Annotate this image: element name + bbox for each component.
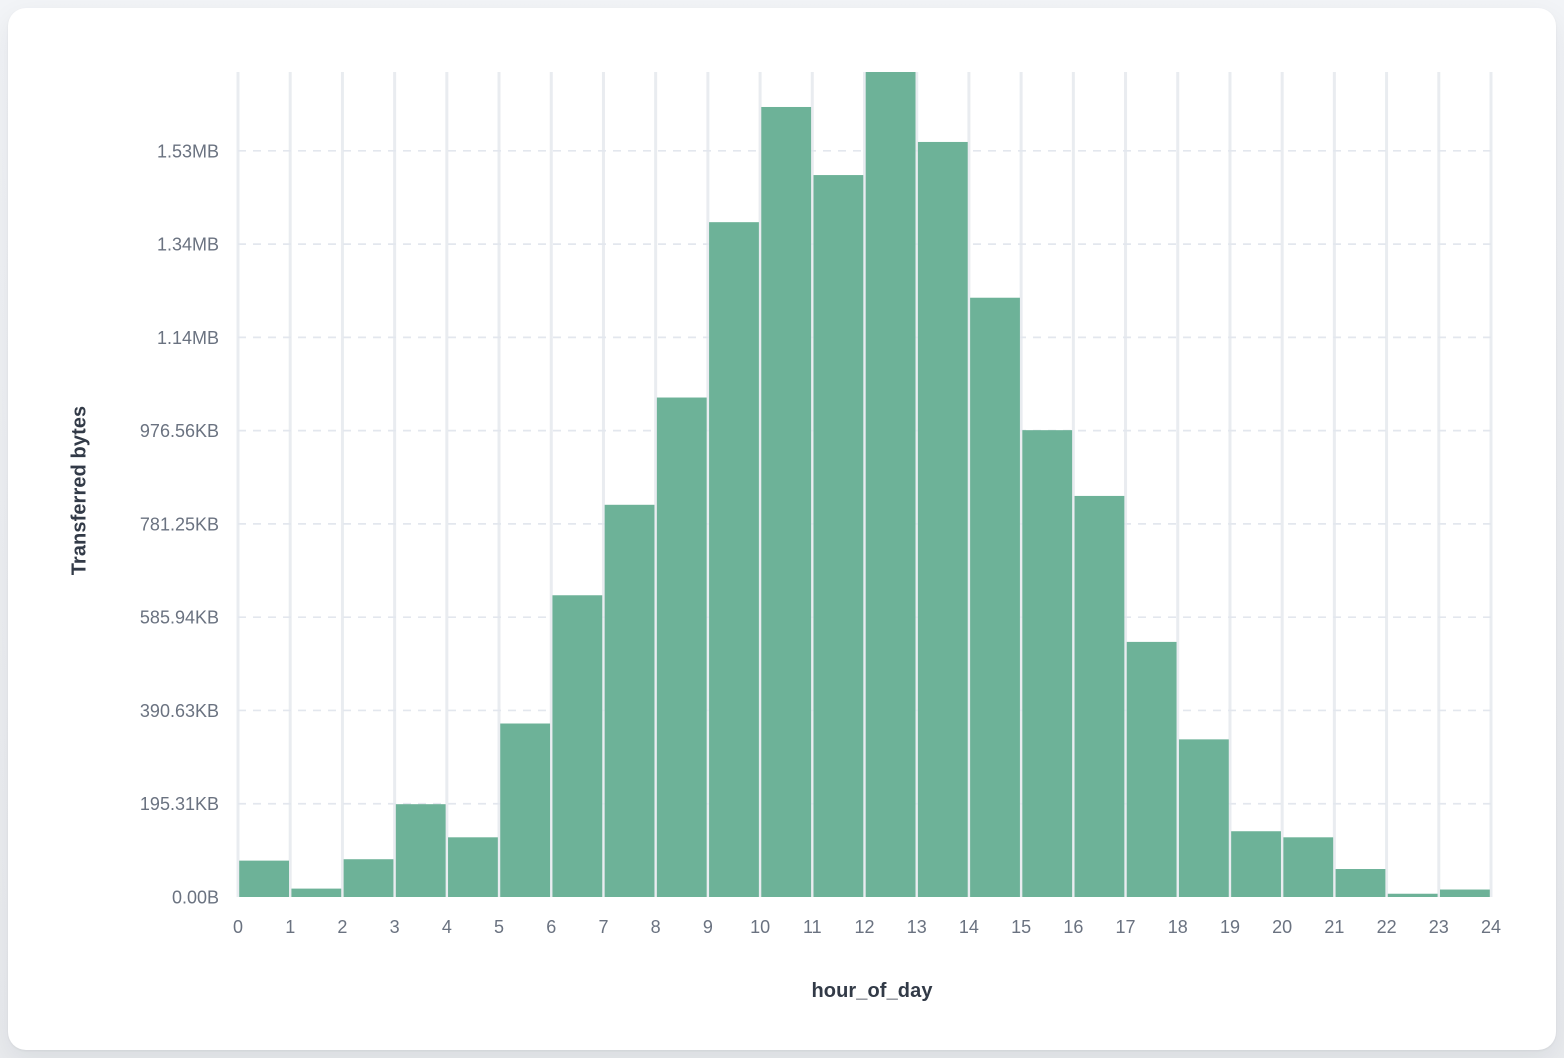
x-tick-label: 20 xyxy=(1272,917,1292,937)
x-tick-label: 1 xyxy=(285,917,295,937)
y-tick-label: 1.34MB xyxy=(157,235,219,255)
bar-hour-16[interactable] xyxy=(1074,495,1125,897)
bar-hour-2[interactable] xyxy=(343,859,394,897)
x-tick-label: 0 xyxy=(233,917,243,937)
x-axis-title: hour_of_day xyxy=(811,980,933,1002)
x-tick-label: 2 xyxy=(337,917,347,937)
x-tick-label: 10 xyxy=(750,917,770,937)
x-tick-label: 23 xyxy=(1429,917,1449,937)
bar-hour-11[interactable] xyxy=(813,175,864,897)
bar-hour-9[interactable] xyxy=(709,222,759,898)
bar-hour-23[interactable] xyxy=(1439,889,1490,897)
bar-hour-1[interactable] xyxy=(291,888,342,897)
x-tick-label: 9 xyxy=(703,917,713,937)
bar-hour-6[interactable] xyxy=(552,595,603,897)
y-tick-label: 1.14MB xyxy=(157,328,219,348)
y-tick-label: 781.25KB xyxy=(140,514,219,534)
x-tick-label: 8 xyxy=(651,917,661,937)
bar-hour-7[interactable] xyxy=(604,504,655,897)
x-tick-label: 14 xyxy=(959,917,979,937)
bar-hour-18[interactable] xyxy=(1178,739,1229,897)
y-tick-label: 585.94KB xyxy=(140,608,219,628)
bar-hour-13[interactable] xyxy=(917,141,968,897)
bar-hour-21[interactable] xyxy=(1335,869,1386,897)
x-tick-labels: 0 1 2 3 4 5 6 7 8 9 10 11 12 13 14 15 16 17 18 19 20 21 22 23 24 xyxy=(233,917,1501,937)
bar-hour-14[interactable] xyxy=(970,297,1020,898)
y-tick-label: 976.56KB xyxy=(140,421,219,441)
bar-hour-3[interactable] xyxy=(395,804,446,897)
x-tick-label: 6 xyxy=(546,917,556,937)
x-tick-label: 11 xyxy=(803,917,822,937)
x-tick-label: 4 xyxy=(442,917,452,937)
bars xyxy=(239,72,1490,898)
bar-hour-20[interactable] xyxy=(1283,837,1334,897)
y-tick-label: 0.00B xyxy=(172,888,219,908)
x-tick-label: 15 xyxy=(1011,917,1031,937)
bar-hour-0[interactable] xyxy=(239,860,290,897)
y-tick-label: 390.63KB xyxy=(140,701,219,721)
x-tick-label: 16 xyxy=(1063,917,1083,937)
y-tick-label: 1.53MB xyxy=(157,141,219,161)
bar-hour-22[interactable] xyxy=(1387,893,1438,897)
bar-hour-19[interactable] xyxy=(1231,831,1281,897)
x-tick-label: 5 xyxy=(494,917,504,937)
bar-hour-15[interactable] xyxy=(1022,430,1073,897)
x-tick-label: 24 xyxy=(1481,917,1501,937)
x-tick-label: 13 xyxy=(907,917,927,937)
x-tick-label: 7 xyxy=(598,917,608,937)
y-tick-labels: 0.00B 195.31KB 390.63KB 585.94KB 781.25KB 976… xyxy=(140,141,219,907)
x-tick-label: 18 xyxy=(1168,917,1188,937)
vertical-gridlines xyxy=(236,72,1493,897)
bar-hour-5[interactable] xyxy=(500,723,551,897)
x-tick-label: 22 xyxy=(1377,917,1397,937)
bar-hour-4[interactable] xyxy=(448,837,498,897)
x-tick-label: 17 xyxy=(1116,917,1136,937)
x-tick-label: 19 xyxy=(1220,917,1240,937)
y-tick-label: 195.31KB xyxy=(140,794,219,814)
bar-hour-17[interactable] xyxy=(1126,641,1177,897)
bar-hour-10[interactable] xyxy=(761,106,812,897)
bar-hour-8[interactable] xyxy=(656,397,707,897)
x-tick-label: 21 xyxy=(1324,917,1344,937)
bar-hour-12[interactable] xyxy=(865,72,916,897)
x-tick-label: 3 xyxy=(390,917,400,937)
x-tick-label: 12 xyxy=(854,917,874,937)
